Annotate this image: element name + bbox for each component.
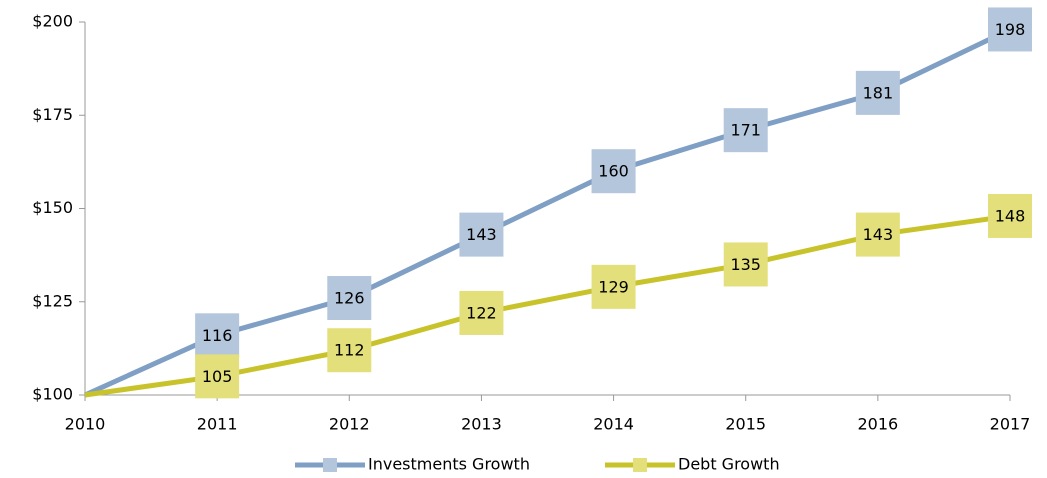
marker bbox=[195, 313, 240, 358]
series-line bbox=[84, 213, 1011, 398]
x-tick-label: 2012 bbox=[329, 415, 370, 434]
data-label: 105 bbox=[202, 367, 233, 386]
data-label: 112 bbox=[334, 341, 365, 360]
marker bbox=[988, 193, 1032, 238]
data-label: 116 bbox=[202, 326, 233, 345]
marker bbox=[988, 7, 1032, 52]
data-label: 126 bbox=[334, 289, 365, 308]
marker bbox=[591, 149, 636, 194]
data-label: 148 bbox=[995, 206, 1026, 225]
data-label: 143 bbox=[466, 225, 497, 244]
legend-label: Investments Growth bbox=[368, 455, 530, 474]
marker bbox=[459, 212, 504, 257]
legend-marker bbox=[323, 458, 337, 472]
x-tick-label: 2016 bbox=[857, 415, 898, 434]
x-tick-label: 2010 bbox=[65, 415, 106, 434]
legend-label: Debt Growth bbox=[678, 455, 780, 474]
data-label: 122 bbox=[466, 303, 497, 322]
x-tick-label: 2013 bbox=[461, 415, 502, 434]
y-tick-label: $125 bbox=[32, 291, 73, 310]
x-tick-label: 2014 bbox=[593, 415, 634, 434]
marker bbox=[855, 212, 900, 257]
data-label: 160 bbox=[598, 162, 629, 181]
y-tick-label: $100 bbox=[32, 385, 73, 404]
data-label: 143 bbox=[863, 225, 894, 244]
data-label: 171 bbox=[730, 121, 761, 140]
legend-marker bbox=[633, 458, 647, 472]
data-label: 129 bbox=[598, 277, 629, 296]
x-tick-label: 2017 bbox=[990, 415, 1031, 434]
y-tick-label: $175 bbox=[32, 105, 73, 124]
y-tick-label: $200 bbox=[32, 12, 73, 31]
marker bbox=[327, 328, 372, 373]
marker bbox=[723, 242, 768, 287]
marker bbox=[195, 354, 240, 399]
x-tick-label: 2011 bbox=[197, 415, 238, 434]
x-tick-label: 2015 bbox=[725, 415, 766, 434]
marker bbox=[723, 108, 768, 153]
marker bbox=[327, 276, 372, 321]
data-label: 181 bbox=[863, 83, 894, 102]
marker bbox=[591, 264, 636, 309]
marker bbox=[459, 290, 504, 335]
data-label: 198 bbox=[995, 20, 1026, 39]
y-tick-label: $150 bbox=[32, 198, 73, 217]
data-label: 135 bbox=[730, 255, 761, 274]
series-line bbox=[83, 27, 1012, 398]
marker bbox=[855, 70, 900, 115]
